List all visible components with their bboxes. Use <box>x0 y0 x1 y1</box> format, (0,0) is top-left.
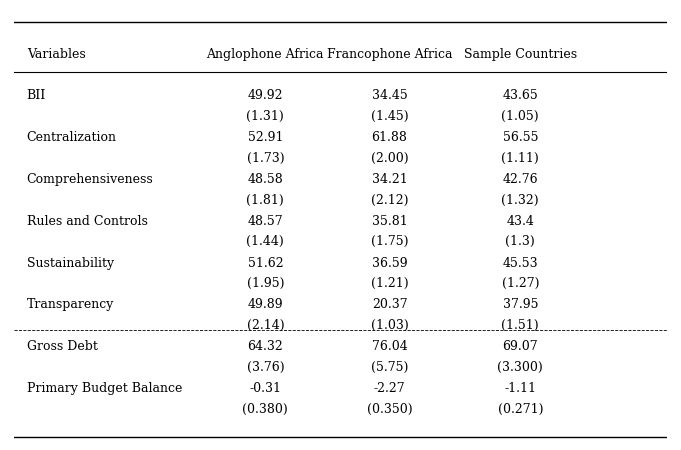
Text: (1.31): (1.31) <box>247 110 284 123</box>
Text: 45.53: 45.53 <box>503 256 538 270</box>
Text: 36.59: 36.59 <box>372 256 407 270</box>
Text: -2.27: -2.27 <box>374 382 405 395</box>
Text: Anglophone Africa: Anglophone Africa <box>206 48 324 61</box>
Text: (1.75): (1.75) <box>370 235 409 248</box>
Text: (2.00): (2.00) <box>370 152 409 165</box>
Text: Francophone Africa: Francophone Africa <box>327 48 452 61</box>
Text: (3.300): (3.300) <box>497 361 543 374</box>
Text: (2.12): (2.12) <box>370 194 409 207</box>
Text: 56.55: 56.55 <box>503 131 538 144</box>
Text: 49.92: 49.92 <box>248 89 283 102</box>
Text: (1.32): (1.32) <box>501 194 539 207</box>
Text: (1.03): (1.03) <box>370 319 409 332</box>
Text: 48.57: 48.57 <box>247 215 283 228</box>
Text: Sustainability: Sustainability <box>27 256 114 270</box>
Text: 43.65: 43.65 <box>503 89 538 102</box>
Text: 34.21: 34.21 <box>372 173 407 186</box>
Text: (0.271): (0.271) <box>498 403 543 416</box>
Text: 35.81: 35.81 <box>372 215 407 228</box>
Text: (5.75): (5.75) <box>371 361 408 374</box>
Text: (1.95): (1.95) <box>247 277 284 290</box>
Text: 69.07: 69.07 <box>503 340 538 353</box>
Text: 42.76: 42.76 <box>503 173 538 186</box>
Text: (1.51): (1.51) <box>501 319 539 332</box>
Text: 34.45: 34.45 <box>372 89 407 102</box>
Text: Sample Countries: Sample Countries <box>464 48 577 61</box>
Text: (1.45): (1.45) <box>370 110 409 123</box>
Text: (0.350): (0.350) <box>367 403 412 416</box>
Text: (1.44): (1.44) <box>247 235 284 248</box>
Text: (1.81): (1.81) <box>247 194 284 207</box>
Text: (1.73): (1.73) <box>247 152 284 165</box>
Text: Primary Budget Balance: Primary Budget Balance <box>27 382 182 395</box>
Text: 64.32: 64.32 <box>247 340 283 353</box>
Text: BII: BII <box>27 89 46 102</box>
Text: (1.3): (1.3) <box>505 235 535 248</box>
Text: 20.37: 20.37 <box>372 298 407 311</box>
Text: 37.95: 37.95 <box>503 298 538 311</box>
Text: (1.21): (1.21) <box>370 277 409 290</box>
Text: Comprehensiveness: Comprehensiveness <box>27 173 153 186</box>
Text: (1.11): (1.11) <box>501 152 539 165</box>
Text: 61.88: 61.88 <box>372 131 407 144</box>
Text: (1.05): (1.05) <box>501 110 539 123</box>
Text: 51.62: 51.62 <box>247 256 283 270</box>
Text: Centralization: Centralization <box>27 131 116 144</box>
Text: 43.4: 43.4 <box>507 215 534 228</box>
Text: (3.76): (3.76) <box>247 361 284 374</box>
Text: (1.27): (1.27) <box>501 277 539 290</box>
Text: Variables: Variables <box>27 48 85 61</box>
Text: (2.14): (2.14) <box>247 319 284 332</box>
Text: 76.04: 76.04 <box>372 340 407 353</box>
Text: 49.89: 49.89 <box>247 298 283 311</box>
Text: -0.31: -0.31 <box>249 382 281 395</box>
Text: 48.58: 48.58 <box>247 173 283 186</box>
Text: Transparency: Transparency <box>27 298 114 311</box>
Text: -1.11: -1.11 <box>505 382 536 395</box>
Text: (0.380): (0.380) <box>242 403 288 416</box>
Text: Rules and Controls: Rules and Controls <box>27 215 148 228</box>
Text: Gross Debt: Gross Debt <box>27 340 97 353</box>
Text: 52.91: 52.91 <box>248 131 283 144</box>
